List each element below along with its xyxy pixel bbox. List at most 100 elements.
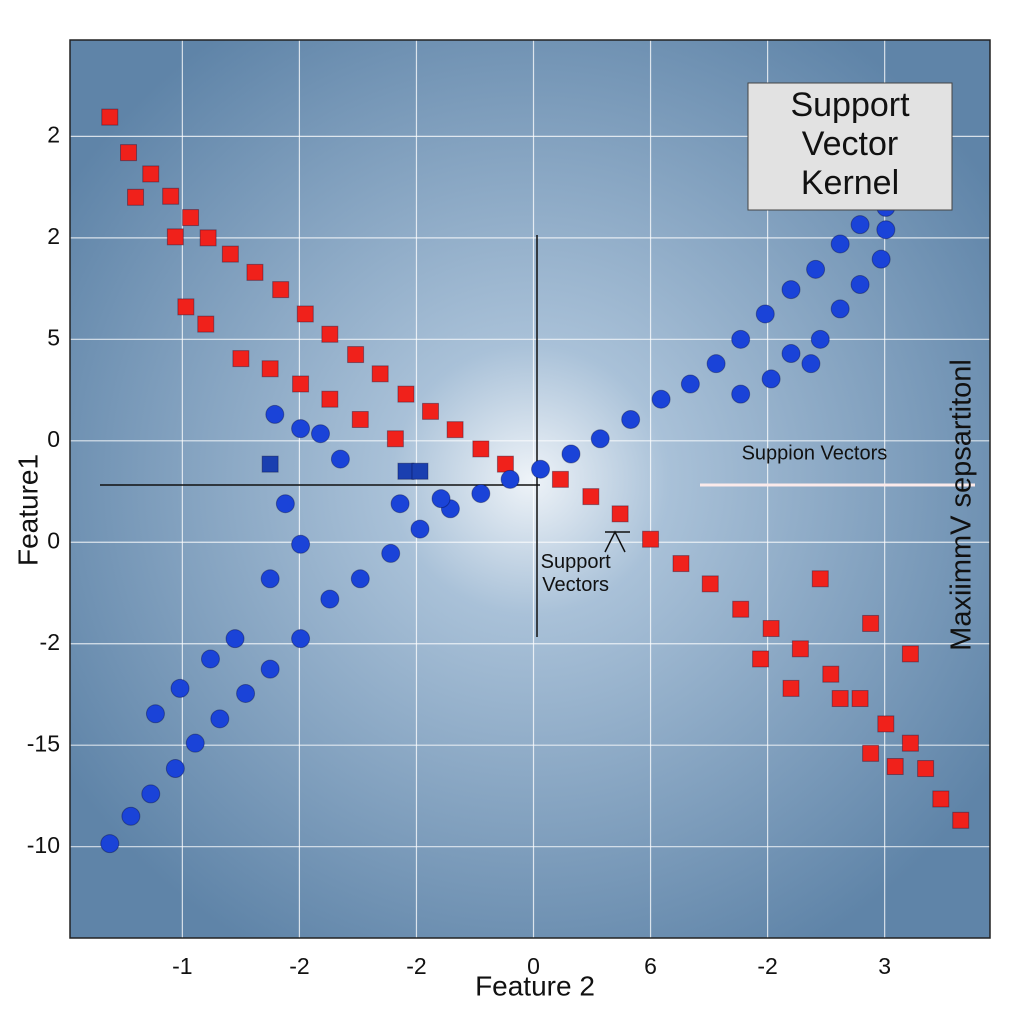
point [321,390,339,408]
y-tick-label: 5 [47,324,60,350]
point [431,489,451,509]
point [901,734,919,752]
point [551,470,569,488]
point [701,575,719,593]
chart-title: Support [790,86,910,124]
point [142,165,160,183]
point [782,679,800,697]
point [871,249,891,269]
point [261,455,279,473]
x-axis-label: Feature 2 [475,970,595,1001]
point [850,215,870,235]
point [265,404,285,424]
point [100,834,120,854]
point [830,234,850,254]
point [236,683,256,703]
point [791,640,809,658]
point [732,600,750,618]
point [177,298,195,316]
point [680,374,700,394]
chart-title: Kernel [801,164,899,202]
point [811,570,829,588]
point [101,108,119,126]
point [221,245,239,263]
point [851,690,869,708]
point [260,569,280,589]
x-tick-label: -2 [406,953,426,979]
point [127,188,145,206]
y-tick-label: -10 [27,832,60,858]
point [781,280,801,300]
point [386,430,404,448]
point [145,704,165,724]
chart-title: Vector [802,125,898,163]
point [320,589,340,609]
point [582,488,600,506]
point [886,758,904,776]
point [952,811,970,829]
point [410,519,430,539]
point [561,444,581,464]
point [246,263,264,281]
x-tick-label: -2 [289,953,309,979]
point [531,459,551,479]
y-tick-label: 0 [47,527,60,553]
y-tick-label: -15 [27,730,60,756]
point [422,402,440,420]
point [272,281,290,299]
y-tick-label: 2 [47,223,60,249]
plot-border [69,39,991,939]
point [496,455,514,473]
point [850,275,870,295]
arrow [604,530,630,553]
annotation: Support [541,551,611,573]
point [291,629,311,649]
point [390,494,410,514]
point [472,440,490,458]
point [621,409,641,429]
point [397,385,415,403]
point [350,569,370,589]
point [166,228,184,246]
point [321,325,339,343]
point [291,419,311,439]
point [165,759,185,779]
point [292,375,310,393]
annotation: Suppion Vectors [742,442,888,464]
annotation: Vectors [542,574,609,596]
point [822,665,840,683]
point [310,424,330,444]
point [261,360,279,378]
y-tick-label: -2 [40,629,60,655]
point [199,229,217,247]
x-tick-label: 3 [878,953,891,979]
texts: -1 -2 -2 0 6 -2 322500-2-15-10SupportVectorKer… [12,86,977,1001]
x-tick-label: 6 [644,953,657,979]
point [330,449,350,469]
point [210,709,230,729]
point [831,690,849,708]
point [932,790,950,808]
point [901,645,919,663]
point [731,329,751,349]
point [590,429,610,449]
grid [70,40,990,938]
point [446,421,464,439]
point [672,555,690,573]
point [651,389,671,409]
point [351,410,369,428]
point [500,469,520,489]
y-axis-label: Feature1 [12,454,43,566]
point [801,354,821,374]
point [121,806,141,826]
point [411,462,429,480]
x-tick-label: -2 [757,953,777,979]
point [806,259,826,279]
point [876,220,896,240]
point [877,715,895,733]
point [296,305,314,323]
point [781,344,801,364]
point [120,144,138,162]
right-label: MaxiimmV sepsartitonl [946,359,978,651]
